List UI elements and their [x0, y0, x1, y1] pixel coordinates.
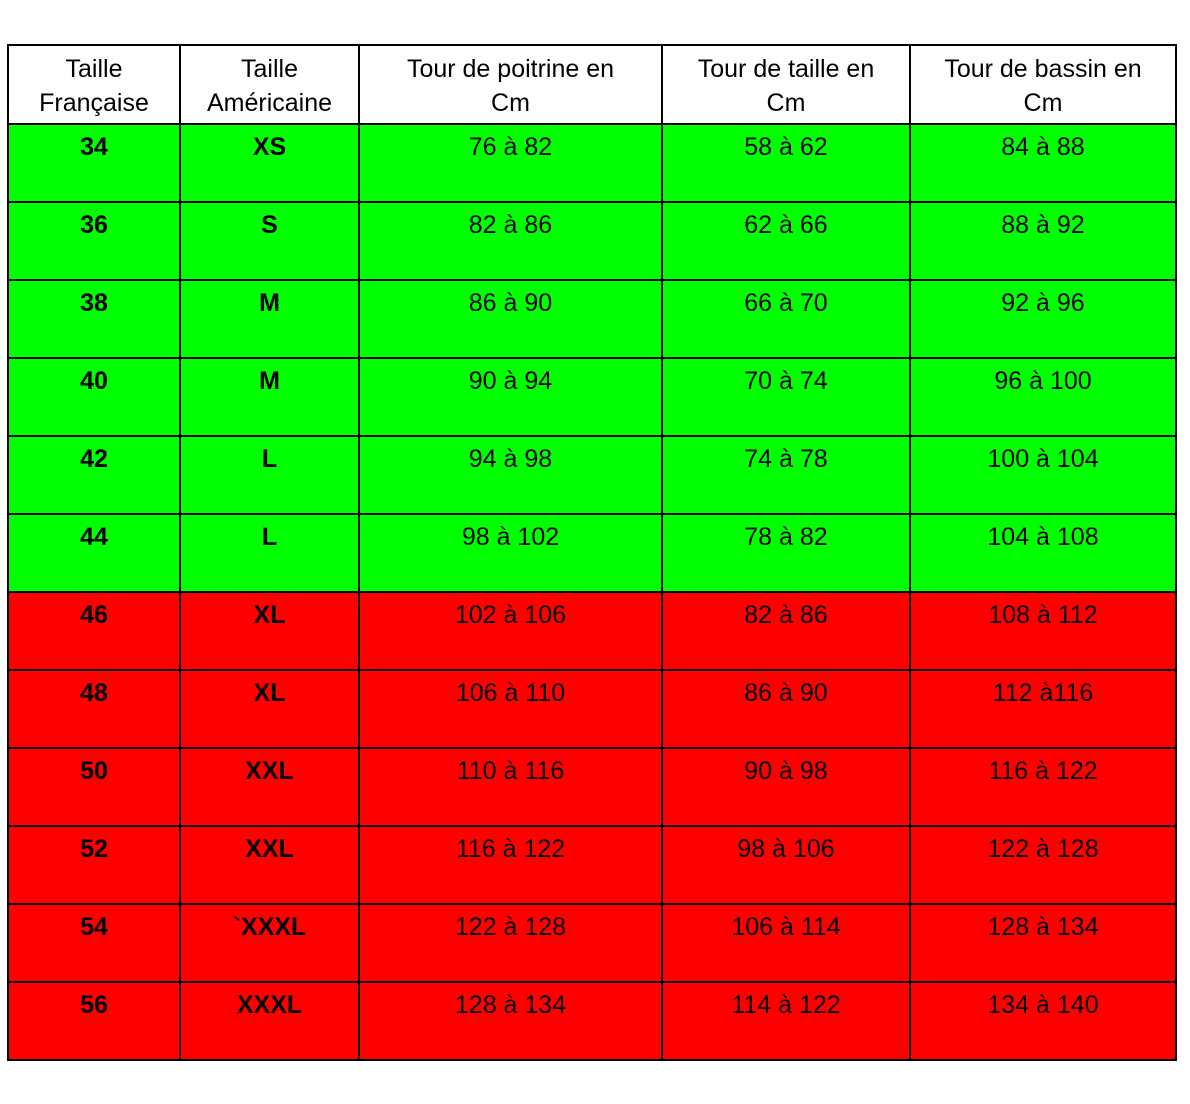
- table-cell: XS: [179, 123, 360, 203]
- table-cell: 134 à 140: [909, 981, 1177, 1061]
- table-cell: 78 à 82: [661, 513, 911, 593]
- table-cell: XXL: [179, 825, 360, 905]
- table-cell: 108 à 112: [909, 591, 1177, 671]
- table-cell: 116 à 122: [358, 825, 663, 905]
- table-row: 46 XL 102 à 106 82 à 86 108 à 112: [7, 591, 1177, 671]
- table-cell: M: [179, 279, 360, 359]
- table-cell: 54: [7, 903, 181, 983]
- header-cell: Taille Américaine: [179, 44, 360, 125]
- table-cell: 74 à 78: [661, 435, 911, 515]
- table-row: 44 L 98 à 102 78 à 82 104 à 108: [7, 513, 1177, 593]
- table-cell: 116 à 122: [909, 747, 1177, 827]
- table-row: 38 M 86 à 90 66 à 70 92 à 96: [7, 279, 1177, 359]
- table-cell: 70 à 74: [661, 357, 911, 437]
- table-cell: L: [179, 513, 360, 593]
- table-cell: 92 à 96: [909, 279, 1177, 359]
- table-cell: M: [179, 357, 360, 437]
- table-cell: L: [179, 435, 360, 515]
- table-cell: XXL: [179, 747, 360, 827]
- header-cell: Tour de bassin en Cm: [909, 44, 1177, 125]
- table-row: 40 M 90 à 94 70 à 74 96 à 100: [7, 357, 1177, 437]
- table-cell: 122 à 128: [358, 903, 663, 983]
- table-cell: 86 à 90: [661, 669, 911, 749]
- table-cell: 100 à 104: [909, 435, 1177, 515]
- table-cell: 106 à 110: [358, 669, 663, 749]
- table-cell: 82 à 86: [358, 201, 663, 281]
- table-row: 50 XXL 110 à 116 90 à 98 116 à 122: [7, 747, 1177, 827]
- table-cell: 48: [7, 669, 181, 749]
- table-cell: 128 à 134: [358, 981, 663, 1061]
- table-body: 34 XS 76 à 82 58 à 62 84 à 88 36 S 82 à 86 62 à …: [7, 123, 1177, 1061]
- table-cell: 90 à 98: [661, 747, 911, 827]
- table-cell: 52: [7, 825, 181, 905]
- table-row: 36 S 82 à 86 62 à 66 88 à 92: [7, 201, 1177, 281]
- table-cell: 36: [7, 201, 181, 281]
- table-cell: 50: [7, 747, 181, 827]
- table-cell: 90 à 94: [358, 357, 663, 437]
- table-cell: 76 à 82: [358, 123, 663, 203]
- table-cell: 104 à 108: [909, 513, 1177, 593]
- table-cell: S: [179, 201, 360, 281]
- table-cell: 62 à 66: [661, 201, 911, 281]
- table-cell: 40: [7, 357, 181, 437]
- table-row: 42 L 94 à 98 74 à 78 100 à 104: [7, 435, 1177, 515]
- table-cell: 96 à 100: [909, 357, 1177, 437]
- header-cell: Tour de taille en Cm: [661, 44, 911, 125]
- table-cell: 56: [7, 981, 181, 1061]
- table-row: 52 XXL 116 à 122 98 à 106 122 à 128: [7, 825, 1177, 905]
- table-cell: 128 à 134: [909, 903, 1177, 983]
- table-cell: 34: [7, 123, 181, 203]
- table-cell: 86 à 90: [358, 279, 663, 359]
- table-cell: 58 à 62: [661, 123, 911, 203]
- table-row: 54 `XXXL 122 à 128 106 à 114 128 à 134: [7, 903, 1177, 983]
- table-cell: XXXL: [179, 981, 360, 1061]
- table-cell: 98 à 102: [358, 513, 663, 593]
- table-cell: 46: [7, 591, 181, 671]
- table-cell: 88 à 92: [909, 201, 1177, 281]
- header-cell: Tour de poitrine en Cm: [358, 44, 663, 125]
- table-cell: 122 à 128: [909, 825, 1177, 905]
- table-cell: 82 à 86: [661, 591, 911, 671]
- header-cell: Taille Française: [7, 44, 181, 125]
- table-cell: 42: [7, 435, 181, 515]
- header-row: Taille Française Taille Américaine Tour de…: [7, 44, 1177, 125]
- table-cell: 44: [7, 513, 181, 593]
- table-cell: 38: [7, 279, 181, 359]
- table-cell: 98 à 106: [661, 825, 911, 905]
- table-cell: XL: [179, 669, 360, 749]
- size-table: Taille Française Taille Américaine Tour de…: [7, 44, 1177, 1061]
- table-cell: 94 à 98: [358, 435, 663, 515]
- table-row: 56 XXXL 128 à 134 114 à 122 134 à 140: [7, 981, 1177, 1061]
- table-cell: 112 à116: [909, 669, 1177, 749]
- table-row: 48 XL 106 à 110 86 à 90 112 à116: [7, 669, 1177, 749]
- table-cell: `XXXL: [179, 903, 360, 983]
- table-cell: 110 à 116: [358, 747, 663, 827]
- table-cell: 114 à 122: [661, 981, 911, 1061]
- table-cell: 84 à 88: [909, 123, 1177, 203]
- table-cell: 102 à 106: [358, 591, 663, 671]
- table-cell: 66 à 70: [661, 279, 911, 359]
- table-row: 34 XS 76 à 82 58 à 62 84 à 88: [7, 123, 1177, 203]
- table-cell: 106 à 114: [661, 903, 911, 983]
- table-cell: XL: [179, 591, 360, 671]
